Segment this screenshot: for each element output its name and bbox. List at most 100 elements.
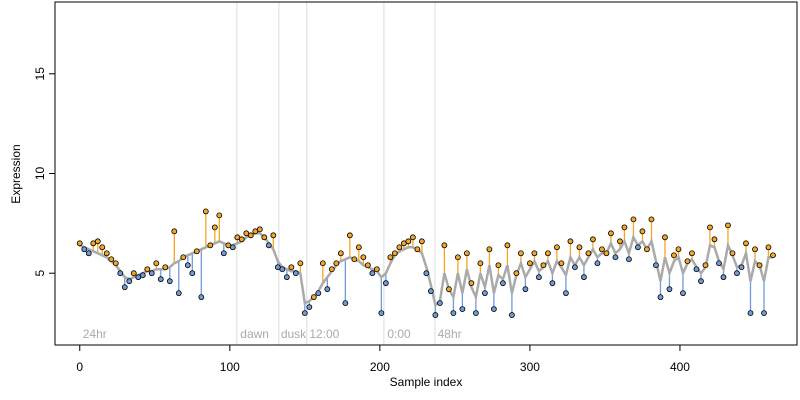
point — [590, 236, 596, 243]
point — [545, 250, 551, 257]
point — [99, 244, 106, 251]
point — [427, 288, 434, 295]
point — [216, 212, 223, 219]
point — [752, 246, 758, 253]
point — [509, 312, 515, 318]
point — [432, 312, 439, 318]
point — [202, 208, 209, 215]
point — [369, 270, 376, 277]
point — [112, 260, 119, 267]
point — [103, 250, 110, 257]
point — [495, 262, 502, 269]
point — [653, 262, 659, 269]
point — [220, 250, 227, 257]
point — [585, 250, 592, 257]
point — [671, 252, 677, 259]
point — [477, 260, 484, 267]
point — [468, 280, 475, 287]
point — [108, 256, 115, 263]
point — [144, 266, 151, 273]
point — [391, 250, 398, 257]
point — [549, 280, 556, 287]
point — [527, 260, 533, 267]
point — [180, 254, 187, 261]
point — [594, 260, 601, 267]
point — [599, 246, 605, 253]
point — [756, 262, 763, 269]
point — [540, 262, 547, 269]
y-tick-label: 15 — [33, 67, 47, 81]
point — [720, 274, 727, 281]
point — [693, 266, 700, 273]
point — [364, 262, 371, 269]
point — [355, 244, 362, 251]
point — [666, 286, 673, 293]
point — [328, 266, 335, 273]
point — [738, 264, 745, 271]
point — [139, 272, 146, 279]
point — [414, 246, 421, 253]
point — [373, 266, 380, 273]
point — [76, 240, 83, 247]
point — [639, 228, 646, 235]
point — [563, 290, 569, 297]
point — [554, 244, 560, 251]
point — [270, 232, 277, 239]
point — [680, 290, 686, 297]
point — [536, 274, 542, 281]
point — [621, 224, 628, 231]
point — [436, 300, 443, 307]
point — [126, 278, 133, 285]
point — [486, 246, 493, 253]
point — [531, 250, 538, 257]
point — [117, 270, 124, 277]
annotation: 12:00 — [309, 327, 339, 341]
point — [445, 286, 452, 293]
point — [324, 286, 331, 293]
point — [657, 294, 664, 301]
point — [256, 226, 263, 233]
point — [711, 236, 718, 243]
point — [684, 258, 691, 265]
point — [283, 274, 290, 281]
point — [346, 232, 353, 239]
point — [306, 304, 313, 311]
point — [450, 310, 457, 316]
point — [396, 244, 403, 251]
point — [342, 300, 349, 307]
point — [279, 266, 286, 273]
point — [81, 246, 88, 253]
point — [121, 284, 128, 291]
point — [747, 310, 754, 316]
point — [513, 270, 520, 277]
point — [626, 256, 632, 263]
point — [630, 216, 637, 223]
point — [238, 236, 245, 243]
point — [522, 286, 529, 293]
point — [603, 250, 610, 257]
point — [189, 270, 196, 277]
point — [725, 222, 731, 229]
x-tick-label: 400 — [670, 360, 690, 374]
point — [481, 290, 488, 297]
point — [567, 238, 574, 245]
point — [702, 262, 709, 269]
annotation: dusk — [281, 327, 307, 341]
point — [698, 278, 704, 285]
point — [310, 294, 317, 301]
annotation: 48hr — [438, 327, 462, 341]
point — [153, 260, 160, 267]
fit-line — [79, 232, 773, 308]
point — [441, 242, 448, 249]
point — [387, 254, 394, 261]
point — [689, 250, 695, 257]
point — [734, 270, 740, 277]
point — [162, 264, 169, 271]
point — [378, 310, 385, 316]
point — [454, 254, 461, 261]
point — [337, 250, 344, 257]
point — [716, 260, 722, 267]
point — [193, 248, 200, 255]
point — [418, 238, 425, 245]
point — [261, 234, 268, 241]
